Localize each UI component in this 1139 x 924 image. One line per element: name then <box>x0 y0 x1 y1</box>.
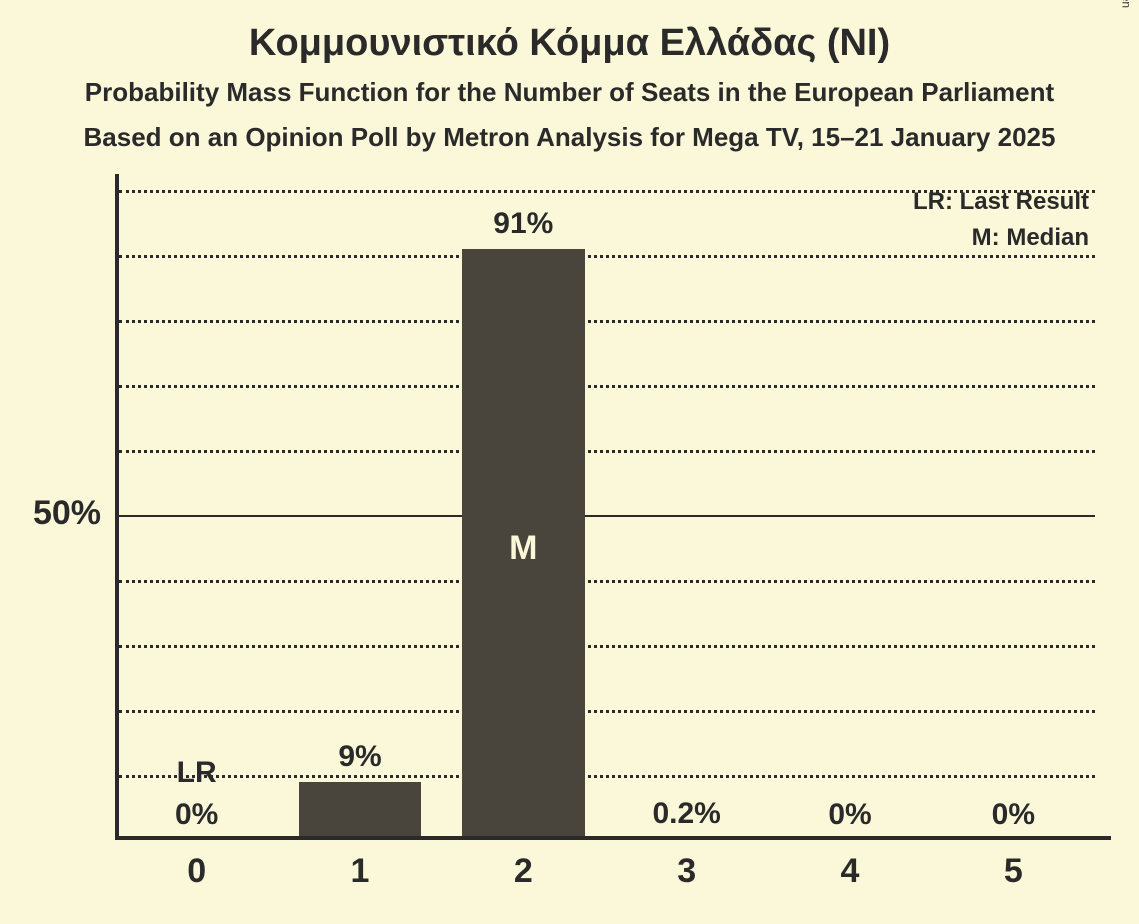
bar-value-label: 0% <box>115 798 278 832</box>
x-tick-label: 5 <box>932 852 1095 891</box>
bar-value-label: 0.2% <box>605 797 768 831</box>
y-tick-label-50: 50% <box>1 494 101 533</box>
gridline <box>119 645 1095 648</box>
chart-title: Κομμουνιστικό Κόμμα Ελλάδας (NI) <box>0 0 1139 65</box>
annotation-lr: LR <box>115 756 278 790</box>
copyright-text: © 2025 Filip van Laenen <box>1119 0 1133 8</box>
x-tick-label: 2 <box>442 852 605 891</box>
x-tick-label: 1 <box>278 852 441 891</box>
bar-value-label: 91% <box>442 207 605 241</box>
bar-value-label: 9% <box>278 740 441 774</box>
annotation-median: M <box>462 529 585 568</box>
gridline <box>119 710 1095 713</box>
x-tick-label: 4 <box>768 852 931 891</box>
x-axis <box>115 836 1111 840</box>
gridline <box>119 255 1095 258</box>
gridline <box>119 385 1095 388</box>
chart-subtitle-1: Probability Mass Function for the Number… <box>0 65 1139 108</box>
x-tick-label: 0 <box>115 852 278 891</box>
bar-value-label: 0% <box>768 798 931 832</box>
legend-median: M: Median <box>972 224 1089 252</box>
bar-value-label: 0% <box>932 798 1095 832</box>
chart-subtitle-2: Based on an Opinion Poll by Metron Analy… <box>0 108 1139 153</box>
chart-plot-area: 50%0%0LR9%191%2M0.2%30%40%5LR: Last Resu… <box>115 190 1095 840</box>
legend-lr: LR: Last Result <box>913 188 1089 216</box>
x-tick-label: 3 <box>605 852 768 891</box>
gridline <box>119 580 1095 583</box>
bar <box>299 782 422 841</box>
gridline <box>119 320 1095 323</box>
midline-50 <box>119 515 1095 517</box>
y-axis <box>115 174 119 840</box>
gridline <box>119 450 1095 453</box>
